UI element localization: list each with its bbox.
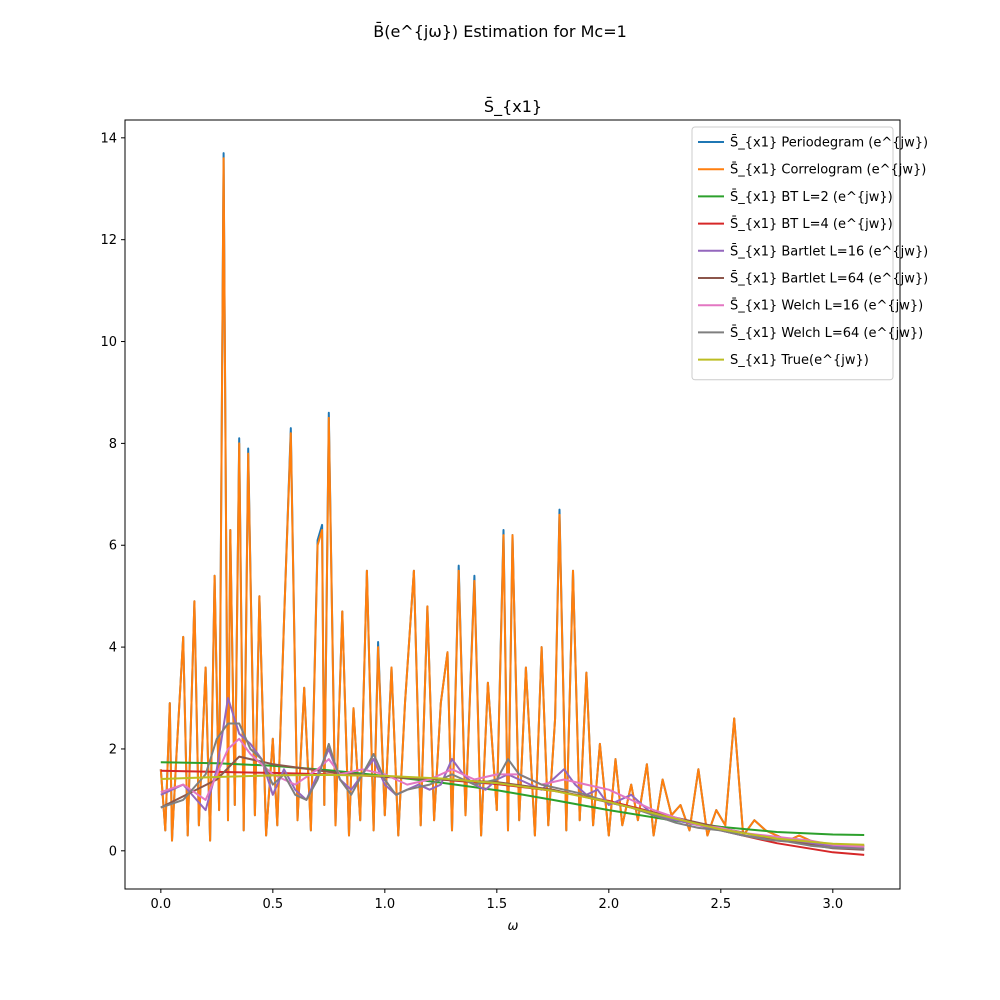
y-tick-label: 6 <box>109 539 117 554</box>
axes-title: S̄_{x1} <box>484 97 542 117</box>
y-tick-label: 12 <box>100 233 117 248</box>
legend-label-7: S̄_{x1} Welch L=16 (e^{jw}) <box>730 298 923 313</box>
legend-label-2: S̄_{x1} Correlogram (e^{jw}) <box>730 162 926 177</box>
legend-label-3: S̄_{x1} BT L=2 (e^{jw}) <box>730 190 893 205</box>
axes-frame <box>124 119 901 890</box>
legend-label-9: S_{x1} True(e^{jw}) <box>730 353 869 368</box>
legend-label-4: S̄_{x1} BT L=4 (e^{jw}) <box>730 217 893 232</box>
series-line-3 <box>160 761 865 836</box>
y-tick-label: 4 <box>109 641 117 656</box>
x-tick-label: 1.0 <box>374 897 395 912</box>
legend-label-8: S̄_{x1} Welch L=64 (e^{jw}) <box>730 326 923 341</box>
y-tick-label: 8 <box>109 437 117 452</box>
x-tick-label: 3.0 <box>822 897 843 912</box>
legend-label-1: S̄_{x1} Periodegram (e^{jw}) <box>730 135 928 150</box>
legend: S̄_{x1} Periodegram (e^{jw}) S̄_{x1} Corr… <box>691 126 928 381</box>
axis-ticks: 0.0 0.5 1.0 1.5 2.0 2.5 3.0 0 2 4 6 8 10 12 14 <box>100 131 843 912</box>
plot-area <box>159 152 865 856</box>
figure-suptitle: B̄(e^{jω}) Estimation for Mc=1 <box>373 22 627 41</box>
x-tick-label: 0.5 <box>262 897 283 912</box>
legend-label-6: S̄_{x1} Bartlet L=64 (e^{jw}) <box>730 271 928 286</box>
x-tick-label: 0.0 <box>150 897 171 912</box>
series-line-2 <box>159 157 865 847</box>
legend-box <box>691 126 894 381</box>
y-tick-label: 2 <box>109 742 117 757</box>
x-tick-label: 1.5 <box>486 897 507 912</box>
series-line-8 <box>160 722 865 850</box>
y-tick-label: 0 <box>109 844 117 859</box>
y-tick-label: 10 <box>100 335 117 350</box>
legend-label-5: S̄_{x1} Bartlet L=16 (e^{jw}) <box>730 244 928 259</box>
series-line-5 <box>160 697 865 850</box>
y-tick-label: 14 <box>100 131 117 146</box>
x-axis-label: ω <box>508 919 519 934</box>
series-line-9 <box>160 773 865 846</box>
x-tick-label: 2.0 <box>598 897 619 912</box>
x-tick-label: 2.5 <box>710 897 731 912</box>
